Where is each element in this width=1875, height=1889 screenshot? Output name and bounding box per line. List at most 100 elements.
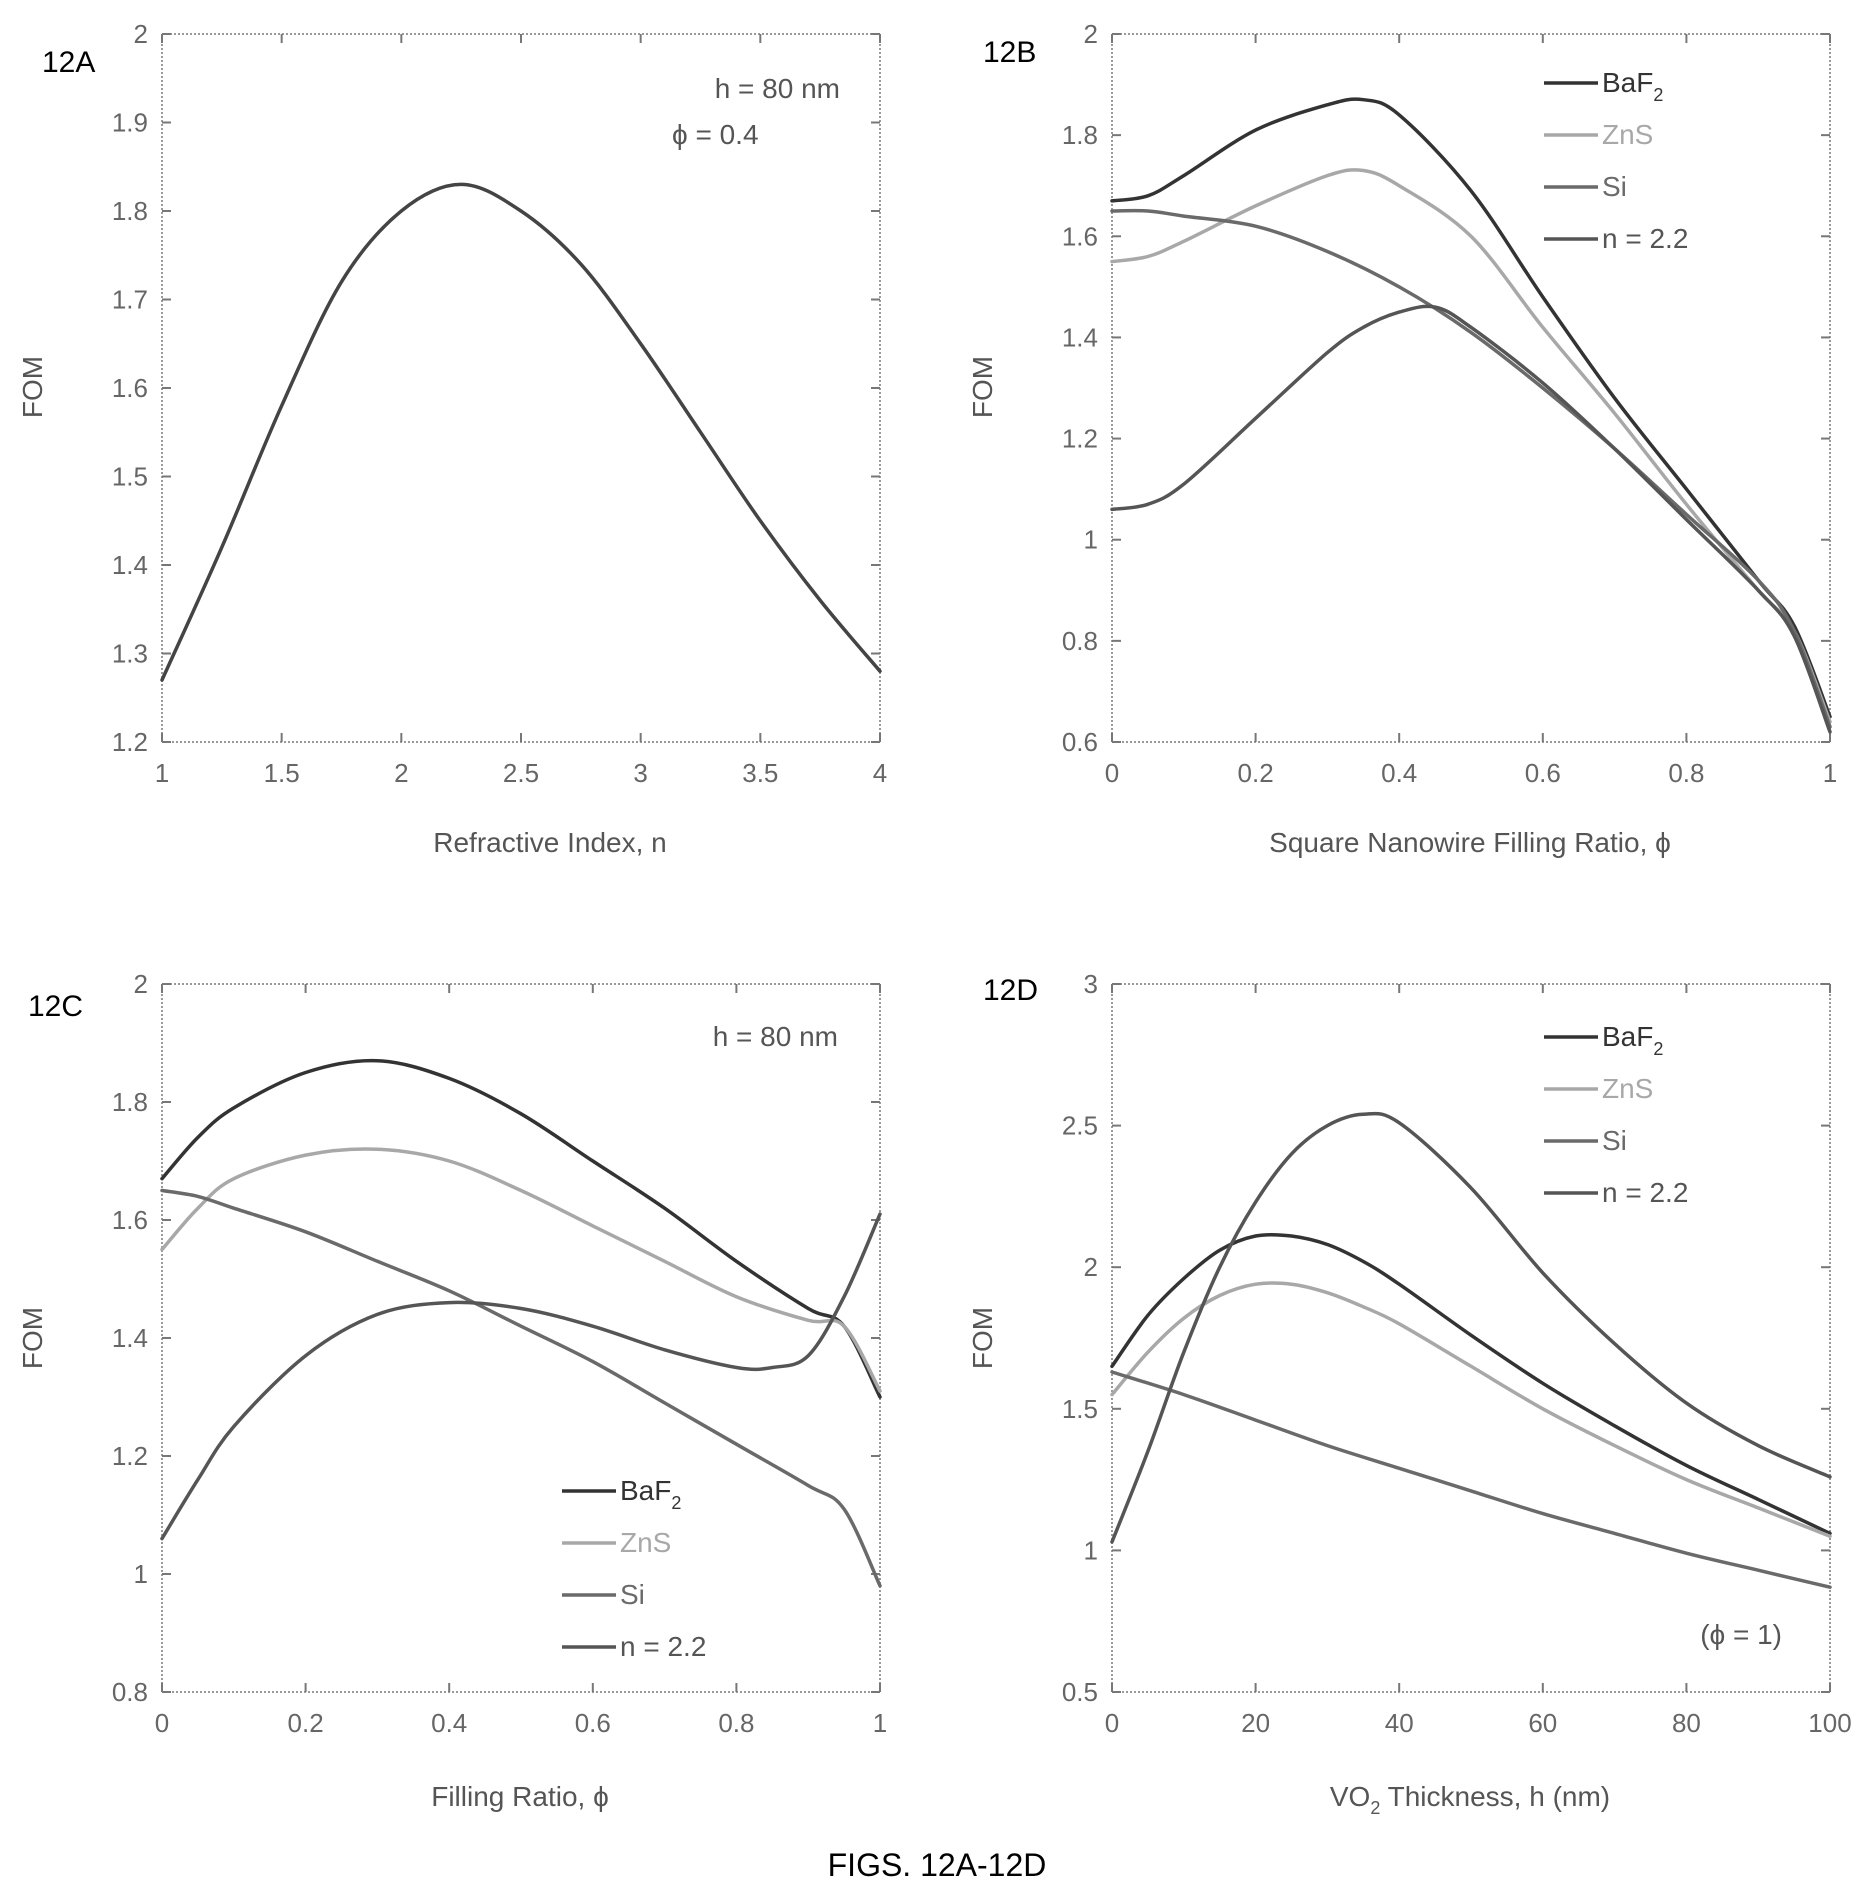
panel-12d: 12D 0 20 40 60 80 100 0.5 1 1.5 2 2.5 3 VO2 Thicknes… xyxy=(967,969,1852,1818)
y-tick-label: 1.6 xyxy=(1062,221,1098,251)
y-axis-label: FOM xyxy=(967,1307,998,1369)
x-tick-label: 4 xyxy=(873,758,887,788)
series-line-baf2 xyxy=(1110,1232,1832,1536)
x-tick-label: 1 xyxy=(1823,758,1837,788)
y-axis-label: FOM xyxy=(967,356,998,418)
y-tick-label: 1.8 xyxy=(1062,120,1098,150)
y-tick-label: 1.8 xyxy=(112,1087,148,1117)
panel-12a: 12A 1 1.5 2 2.5 3 3.5 4 1.2 1.3 1.4 1.5 1.6 1.7 1.8 1.… xyxy=(17,19,887,858)
y-tick-label: 1 xyxy=(1084,1535,1098,1565)
x-tick-label: 0.8 xyxy=(718,1708,754,1738)
x-tick-label: 0.4 xyxy=(1381,758,1417,788)
y-tick-label: 2 xyxy=(1084,19,1098,49)
series-line-n22 xyxy=(1110,1111,1832,1544)
panel-12c: 12C 0 0.2 0.4 0.6 0.8 1 0.8 1 1.2 1.4 1.6 1.8 2 Filli… xyxy=(17,969,887,1812)
y-tick-label: 0.6 xyxy=(1062,727,1098,757)
x-tick-label: 0 xyxy=(1105,758,1119,788)
series-line-zns xyxy=(160,1147,882,1393)
y-tick-label: 1.2 xyxy=(1062,424,1098,454)
y-tick-label: 2 xyxy=(134,19,148,49)
legend-entry-n22: n = 2.2 xyxy=(1602,223,1688,254)
y-tick-label: 2 xyxy=(134,969,148,999)
x-tick-label: 0.2 xyxy=(1238,758,1274,788)
y-tick-label: 2 xyxy=(1084,1252,1098,1282)
x-tick-label: 40 xyxy=(1385,1708,1414,1738)
series-line-zns xyxy=(1110,168,1832,724)
x-axis-label: Square Nanowire Filling Ratio, ϕ xyxy=(1269,827,1671,858)
legend-entry-zns: ZnS xyxy=(1602,1073,1653,1104)
legend-entry-zns: ZnS xyxy=(1602,119,1653,150)
y-tick-label: 1.6 xyxy=(112,1205,148,1235)
series-line-n22 xyxy=(1110,304,1832,734)
panel-label-12b: 12B xyxy=(983,36,1036,69)
x-tick-label: 0.4 xyxy=(431,1708,467,1738)
y-tick-label: 1 xyxy=(134,1559,148,1589)
series-line-single xyxy=(160,182,882,682)
y-tick-label: 1.3 xyxy=(112,639,148,669)
plot-annotation: h = 80 nm xyxy=(715,73,840,104)
x-tick-label: 1.5 xyxy=(264,758,300,788)
y-axis-label: FOM xyxy=(17,356,48,418)
y-tick-label: 0.8 xyxy=(112,1677,148,1707)
x-tick-label: 3.5 xyxy=(742,758,778,788)
x-tick-label: 60 xyxy=(1528,1708,1557,1738)
y-tick-label: 1.4 xyxy=(112,550,148,580)
legend-entry-n22: n = 2.2 xyxy=(620,1631,706,1662)
y-tick-label: 0.8 xyxy=(1062,626,1098,656)
x-tick-label: 1 xyxy=(155,758,169,788)
x-axis-label: VO2 Thickness, h (nm) xyxy=(1330,1781,1610,1818)
plot-frame xyxy=(1111,33,1831,743)
x-tick-label: 0 xyxy=(155,1708,169,1738)
legend-entry-baf2: BaF2 xyxy=(1602,67,1663,105)
y-tick-label: 1.4 xyxy=(112,1323,148,1353)
y-tick-label: 1.7 xyxy=(112,285,148,315)
panel-label-12a: 12A xyxy=(42,46,95,79)
series-line-n22 xyxy=(160,1212,882,1541)
x-tick-label: 0.6 xyxy=(575,1708,611,1738)
legend-entry-baf2: BaF2 xyxy=(1602,1021,1663,1059)
y-tick-label: 1.2 xyxy=(112,1441,148,1471)
series-line-si xyxy=(160,1188,882,1588)
series-line-zns xyxy=(1110,1281,1832,1538)
y-tick-label: 1.8 xyxy=(112,196,148,226)
panel-label-12c: 12C xyxy=(28,990,83,1023)
plot-annotation: (ϕ = 1) xyxy=(1700,1619,1782,1650)
panel-12b: 12B 0 0.2 0.4 0.6 0.8 1 0.6 0.8 1 1.2 1.4 1.6 1.8 2 Sq… xyxy=(967,19,1837,858)
y-tick-label: 1.5 xyxy=(1062,1394,1098,1424)
y-tick-label: 0.5 xyxy=(1062,1677,1098,1707)
x-tick-label: 0.6 xyxy=(1525,758,1561,788)
y-tick-label: 1.4 xyxy=(1062,322,1098,352)
series-line-baf2 xyxy=(160,1058,882,1399)
x-tick-label: 80 xyxy=(1672,1708,1701,1738)
legend-entry-baf2: BaF2 xyxy=(620,1475,681,1513)
x-tick-label: 0.8 xyxy=(1668,758,1704,788)
x-tick-label: 2 xyxy=(394,758,408,788)
x-axis-label: Filling Ratio, ϕ xyxy=(431,1781,609,1812)
panel-label-12d: 12D xyxy=(983,974,1038,1007)
x-axis-label: Refractive Index, n xyxy=(433,827,666,858)
x-tick-label: 0.2 xyxy=(288,1708,324,1738)
y-tick-label: 3 xyxy=(1084,969,1098,999)
y-tick-label: 1.5 xyxy=(112,462,148,492)
series-line-si xyxy=(1110,1370,1832,1589)
x-tick-label: 2.5 xyxy=(503,758,539,788)
plot-annotation: ϕ = 0.4 xyxy=(672,119,759,150)
y-tick-label: 1 xyxy=(1084,525,1098,555)
legend-entry-n22: n = 2.2 xyxy=(1602,1177,1688,1208)
plot-annotation: h = 80 nm xyxy=(713,1021,838,1052)
plot-frame xyxy=(1111,983,1831,1693)
legend-entry-si: Si xyxy=(1602,1125,1627,1156)
x-tick-label: 1 xyxy=(873,1708,887,1738)
x-tick-label: 0 xyxy=(1105,1708,1119,1738)
figure-caption: FIGS. 12A-12D xyxy=(828,1847,1047,1883)
plot-frame xyxy=(161,983,881,1693)
y-tick-label: 1.6 xyxy=(112,373,148,403)
series-line-baf2 xyxy=(1110,97,1832,719)
legend-entry-si: Si xyxy=(1602,171,1627,202)
x-tick-label: 100 xyxy=(1808,1708,1851,1738)
legend-entry-si: Si xyxy=(620,1579,645,1610)
x-tick-label: 20 xyxy=(1241,1708,1270,1738)
plot-frame xyxy=(161,33,881,743)
x-tick-label: 3 xyxy=(633,758,647,788)
